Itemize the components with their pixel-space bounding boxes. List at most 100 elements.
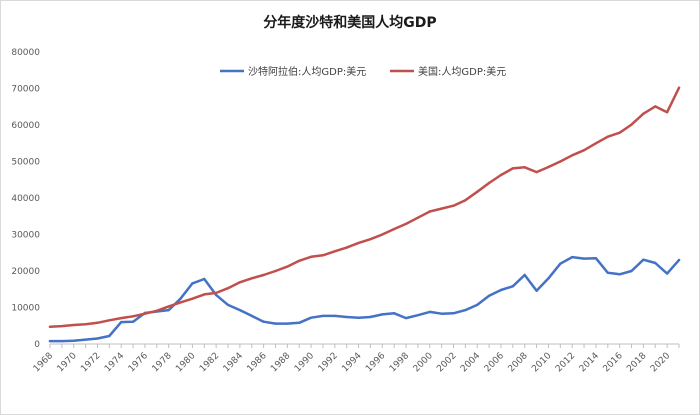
y-tick-label: 10000 [11,304,40,314]
data-point [665,111,669,114]
data-point [464,308,467,312]
data-point [594,257,598,260]
data-point [654,105,657,108]
data-point [96,321,99,324]
data-point [262,320,265,323]
y-tick-label: 0 [34,340,40,350]
x-tick-label: 2018 [625,351,648,374]
data-point [238,308,242,312]
data-point [642,258,645,261]
data-point [571,154,574,157]
x-tick-label: 1988 [269,351,292,374]
data-point [606,271,609,274]
data-point [404,222,408,226]
data-point [381,313,384,316]
x-tick-label: 2020 [649,351,672,374]
data-point [381,233,384,236]
y-axis: 0 10000 20000 30000 40000 50000 60000 70000 8000… [11,48,40,350]
y-tick-label: 70000 [11,85,40,95]
data-point [143,312,147,315]
x-tick-label: 2016 [602,351,625,374]
data-point [369,238,372,241]
data-point [523,166,526,169]
data-point [72,339,75,342]
x-tick-label: 1970 [56,351,79,374]
data-point [499,173,503,177]
x-tick-label: 1998 [388,351,411,374]
data-point [654,261,657,265]
data-point [547,277,550,280]
data-point [535,289,538,292]
data-point [499,288,503,292]
series-line-1 [48,86,681,329]
y-tick-label: 50000 [11,158,40,168]
x-tick-label: 2008 [507,351,530,374]
x-tick-label: 2014 [578,351,601,374]
x-tick-label: 2006 [483,351,506,374]
data-point [582,257,586,260]
x-tick-label: 2012 [554,351,577,374]
data-point [345,246,348,249]
y-tick-label: 30000 [11,231,40,241]
legend-item-1: 美国:人均GDP:美元 [390,65,506,78]
x-tick-label: 1982 [198,351,221,374]
data-point [582,149,586,152]
data-point [309,316,313,319]
data-point [535,170,538,174]
data-point [131,320,135,323]
y-tick-label: 40000 [11,194,40,204]
x-tick-label: 2010 [530,351,553,374]
data-point [369,315,372,319]
data-point [547,165,550,169]
data-point [523,273,526,277]
x-tick-label: 1980 [174,351,197,374]
data-point [286,265,289,268]
data-point [274,322,277,325]
data-point [393,227,396,231]
legend: 沙特阿拉伯:人均GDP:美元 美国:人均GDP:美元 [220,65,506,78]
x-axis: 1968 1970 1972 1974 1976 1978 1980 1982 1984 1986… [32,343,680,374]
x-tick-label: 1992 [317,351,340,374]
data-point [333,250,336,253]
data-point [594,142,598,145]
data-point [416,314,420,317]
data-point [96,337,99,340]
data-point [179,297,182,300]
data-point [665,272,669,275]
data-point [393,312,396,315]
data-point [333,314,336,318]
x-tick-label: 2000 [412,351,435,374]
data-point [191,282,194,285]
data-point [452,204,455,207]
data-point [618,273,621,276]
x-tick-label: 1984 [222,351,245,374]
data-point [321,314,325,318]
data-point [215,293,218,297]
data-point [440,207,443,210]
data-point [630,269,633,273]
data-point [642,112,645,115]
data-point [404,316,408,320]
legend-label: 沙特阿拉伯:人均GDP:美元 [248,65,366,78]
data-point [309,255,313,258]
data-point [84,338,87,341]
data-point [226,287,230,290]
data-point [487,181,491,185]
data-point [120,320,123,324]
y-tick-label: 60000 [11,121,40,131]
data-point [345,315,348,319]
data-point [108,319,111,322]
data-point [108,334,111,338]
legend-label: 美国:人均GDP:美元 [418,65,506,78]
data-point [416,216,420,219]
data-point [250,277,253,280]
data-point [357,241,360,245]
data-point [464,199,467,202]
x-tick-label: 1986 [245,351,268,374]
data-point [262,273,265,277]
x-tick-label: 1968 [32,351,55,374]
data-point [191,297,194,300]
data-point [179,301,182,304]
